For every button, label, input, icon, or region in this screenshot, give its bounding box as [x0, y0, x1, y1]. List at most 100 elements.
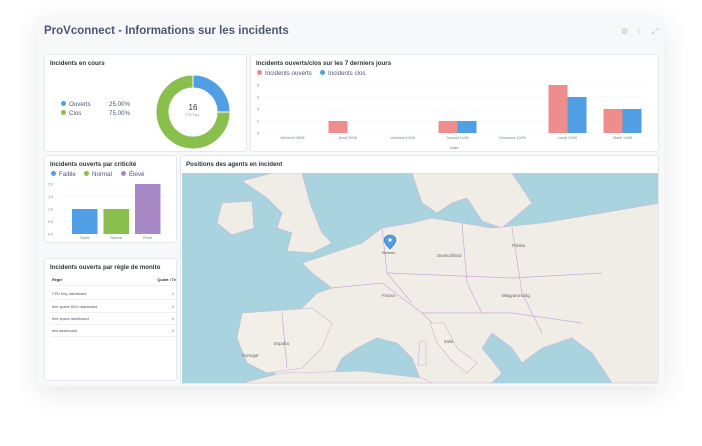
donut-slice-clos[interactable] [155, 74, 231, 150]
card-incidents-en-cours[interactable]: Incidents en cours Ouverts 25.00% Clos 7… [44, 54, 247, 152]
bar-ouverts[interactable] [328, 121, 348, 133]
y-tick-label: 0.5 [48, 220, 53, 224]
legend-label: Faible [59, 171, 76, 178]
gear-icon[interactable]: ⚙ [621, 27, 629, 36]
bar-ouverts[interactable] [603, 109, 623, 133]
legend-label: Élevé [129, 171, 145, 178]
map-label: Polska [512, 243, 526, 248]
legend-item-ouverts[interactable]: Ouverts [61, 101, 91, 108]
bar-clos[interactable] [622, 109, 642, 133]
card-positions-agents[interactable]: Positions des agents en incident [180, 155, 659, 384]
map-land [216, 173, 658, 383]
cell-count: 1 [171, 305, 174, 309]
legend-percent-ouverts: 25.00% [109, 101, 130, 108]
y-tick-label: 6 [257, 95, 259, 99]
cell-rule: free space dashboard [52, 317, 89, 321]
cell-rule: CPU frey dashboard [52, 292, 87, 296]
y-tick-label: 2.0 [48, 182, 53, 186]
legend-label: Clos [69, 110, 82, 117]
column-header-regle[interactable]: Règle [52, 278, 63, 282]
legend-item-eleve[interactable]: Élevé [121, 171, 144, 178]
card-title: Incidents ouverts par règle de monito [50, 264, 161, 271]
bar-normal[interactable] [103, 209, 130, 234]
map-label: Portugal [242, 353, 259, 358]
x-tick-label: Élevé [143, 235, 152, 240]
x-tick-label: Lundi 13/08 [558, 136, 577, 140]
bar-clos[interactable] [567, 97, 587, 133]
x-tick-label: Faible [80, 236, 90, 240]
x-tick-label: Samedi 11/08 [447, 136, 469, 140]
legend-label: Normal [92, 171, 112, 178]
y-tick-label: 4 [257, 107, 259, 111]
column-header-quantite[interactable]: Quant i Té [157, 278, 176, 282]
map-pin-icon[interactable] [383, 234, 397, 250]
card-title: Incidents ouverts/clos sur les 7 dernier… [256, 60, 392, 67]
card-title: Incidents ouverts par criticité [50, 161, 137, 168]
legend-dot [84, 171, 89, 176]
legend-label: Incidents ouverts [265, 70, 312, 77]
fullscreen-icon[interactable]: ⤢ [652, 27, 659, 36]
y-tick-label: 1.5 [48, 195, 53, 199]
bar-faible[interactable] [72, 209, 98, 234]
y-tick-label: 2 [257, 119, 259, 123]
x-tick-label: Normal [110, 236, 122, 240]
cell-count: 1 [171, 292, 174, 296]
legend-item-incidents-ouverts[interactable]: Incidents ouverts [257, 70, 312, 77]
x-tick-label: Mardi 14/08 [613, 136, 632, 140]
table-row[interactable]: test dashboard 1 [50, 325, 176, 337]
legend-dot [61, 110, 66, 115]
legend-item-incidents-clos[interactable]: Incidents clos [320, 70, 366, 77]
legend-item-clos[interactable]: Clos [61, 110, 81, 117]
bar-élevé[interactable] [135, 184, 161, 234]
dashboard-header: ProVconnect - Informations sur les incid… [38, 18, 664, 48]
table-header: Règle Quant i Té [50, 274, 176, 286]
cell-count: 1 [171, 317, 174, 321]
table-row[interactable]: CPU frey dashboard 1 [50, 288, 176, 300]
cell-rule: test dashboard [52, 329, 78, 333]
legend-dot [61, 101, 66, 106]
x-tick-label: Jeudi 09/08 [338, 136, 357, 140]
card-par-criticite[interactable]: Incidents ouverts par criticité Faible N… [44, 155, 177, 243]
map-label: France [382, 293, 396, 298]
legend-label: Incidents clos [328, 70, 366, 77]
cell-count: 1 [171, 329, 174, 333]
bar-ouverts[interactable] [548, 85, 568, 133]
bar-ouverts[interactable] [438, 121, 458, 133]
table-row[interactable]: free space 80% dashboard 1 [50, 301, 176, 313]
card-par-regle[interactable]: Incidents ouverts par règle de monito Rè… [44, 258, 177, 381]
map-view[interactable]: Rennes France España Italia Deutschland … [182, 173, 658, 383]
bar-chart-criticite[interactable]: 0.0 0.5 1.0 1.5 2.0 Faible Normal Élevé [45, 156, 177, 243]
y-tick-label: 0 [257, 131, 259, 135]
card-title: Positions des agents en incident [186, 161, 283, 168]
map-label: Italia [444, 339, 454, 344]
legend-percent-clos: 75.00% [109, 110, 130, 117]
x-axis-label: Date [450, 145, 459, 150]
x-tick-label: Mercredi 08/08 [281, 136, 305, 140]
night-mode-icon[interactable]: ☾ [637, 27, 645, 36]
card-title: Incidents en cours [50, 60, 105, 67]
donut-chart[interactable] [154, 73, 232, 151]
legend-label: Ouverts [69, 101, 91, 108]
y-tick-label: 1.0 [48, 207, 53, 211]
map-label: Magyarország [502, 293, 530, 298]
bar-clos[interactable] [457, 121, 477, 133]
map-label: España [274, 341, 289, 346]
legend-item-faible[interactable]: Faible [51, 171, 76, 178]
x-tick-label: Vendredi 10/08 [390, 136, 414, 140]
donut-total-label: TOTAL [185, 113, 201, 117]
cell-rule: free space 80% dashboard [52, 305, 98, 309]
bar-chart-7-days[interactable]: 0 2 4 6 8 Mercredi 08/08 Jeudi 09/08 Vendredi 1… [251, 55, 659, 152]
legend-dot [257, 70, 262, 75]
table-row[interactable]: free space dashboard 1 [50, 313, 176, 325]
card-ouverts-clos-7j[interactable]: Incidents ouverts/clos sur les 7 dernier… [250, 54, 659, 152]
legend-dot [51, 171, 56, 176]
donut-slices [155, 74, 231, 150]
map-label: Rennes [382, 251, 396, 255]
y-tick-label: 8 [257, 83, 259, 87]
page-title: ProVconnect - Informations sur les incid… [44, 25, 289, 37]
legend-dot [320, 70, 325, 75]
legend-item-normal[interactable]: Normal [84, 171, 112, 178]
dashboard-frame: ProVconnect - Informations sur les incid… [38, 18, 664, 386]
map-label: Deutschland [437, 253, 462, 258]
y-tick-label: 0.0 [48, 232, 53, 236]
